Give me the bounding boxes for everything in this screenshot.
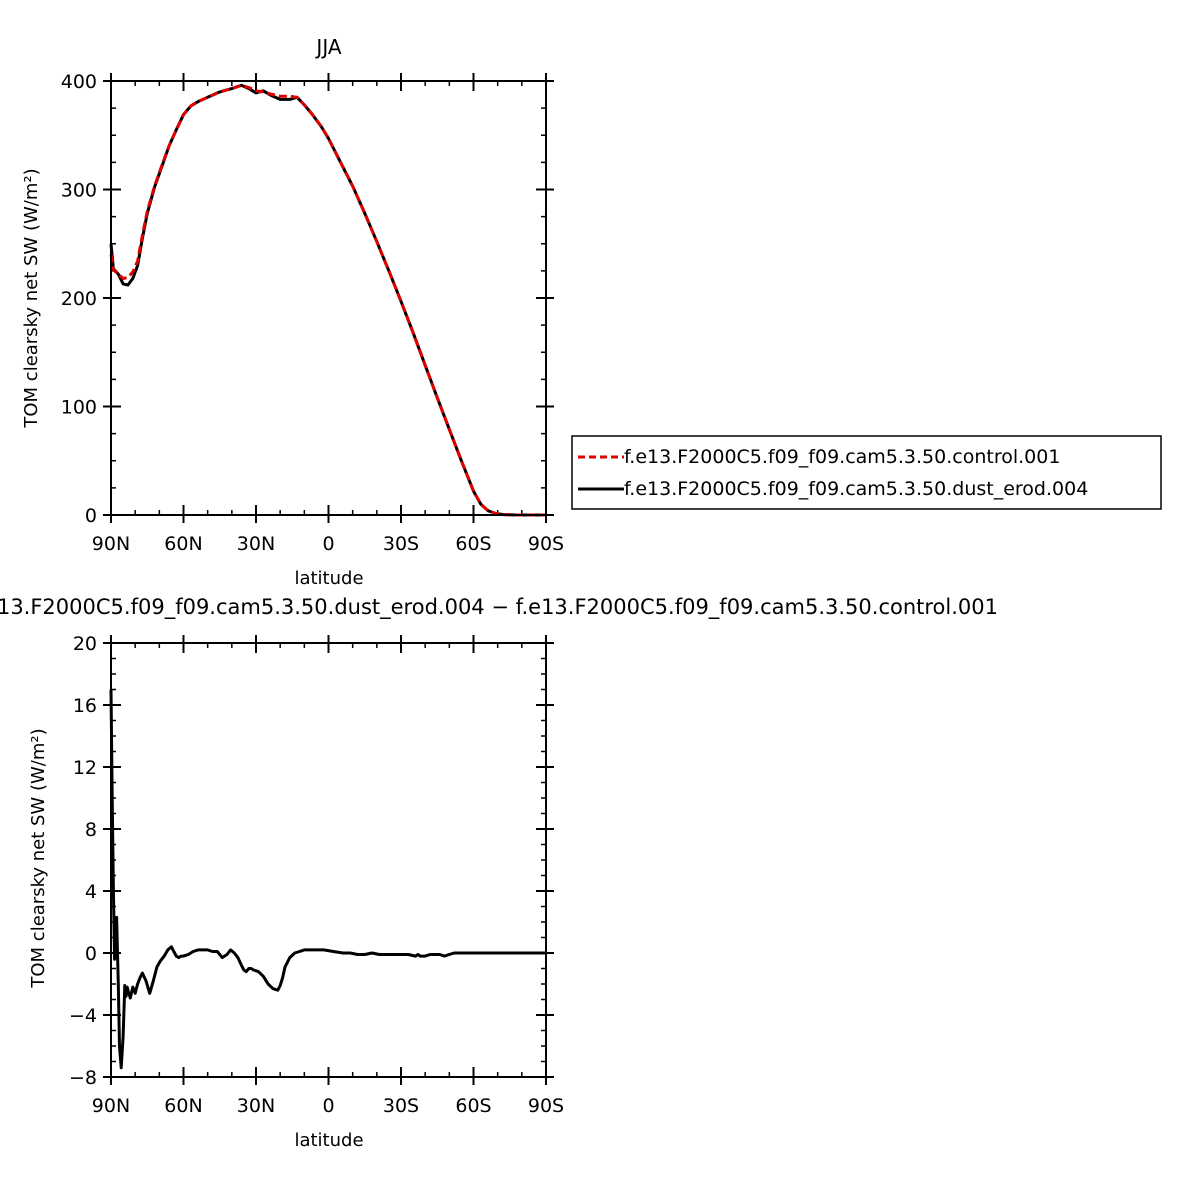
bottom-panel-x-tick-label: 0 — [322, 1095, 334, 1117]
bottom-panel-x-tick-label: 30S — [383, 1095, 419, 1117]
top-panel-title: JJA — [314, 35, 341, 59]
bottom-panel-x-tick-label: 60S — [455, 1095, 491, 1117]
top-panel-y-tick-label: 100 — [61, 397, 97, 419]
bottom-panel-frame — [110, 642, 547, 1078]
bottom-panel-y-tick-label: 12 — [73, 757, 97, 779]
top-panel-x-axis-label: latitude — [294, 568, 363, 589]
top-panel-series-line-1 — [109, 83, 546, 517]
legend: f.e13.F2000C5.f09_f09.cam5.3.50.control.… — [571, 435, 1162, 510]
top-panel-y-tick-label: 300 — [61, 180, 97, 202]
bottom-panel-x-tick-label: 30N — [237, 1095, 275, 1117]
bottom-panel-y-tick-label: 4 — [85, 881, 97, 903]
top-panel-y-axis-label: TOM clearsky net SW (W/m²) — [21, 168, 42, 428]
legend-box — [571, 435, 1162, 510]
top-panel-x-tick-label: 0 — [322, 533, 334, 555]
bottom-panel-y-tick-label: 0 — [85, 943, 97, 965]
bottom-panel-x-tick-label: 90S — [528, 1095, 564, 1117]
top-panel-frame — [110, 80, 547, 516]
top-panel-y-tick-label: 0 — [85, 505, 97, 527]
bottom-panel-y-tick-label: 8 — [85, 819, 97, 841]
bottom-panel-x-axis-label: latitude — [294, 1130, 363, 1151]
top-panel-x-tick-label: 60N — [164, 533, 202, 555]
bottom-panel-x-tick-label: 90N — [92, 1095, 130, 1117]
bottom-panel-y-tick-label: 16 — [73, 695, 97, 717]
top-panel-y-tick-label: 200 — [61, 288, 97, 310]
top-panel: JJA 0 100 200 300 400 90N 60N 30N 0 30S 60S 90S lat… — [21, 35, 564, 589]
bottom-panel-y-tick-label: −8 — [69, 1067, 97, 1089]
top-panel-x-tick-label: 90S — [528, 533, 564, 555]
legend-entry-control: f.e13.F2000C5.f09_f09.cam5.3.50.control.… — [624, 446, 1060, 468]
bottom-panel-x-tick-label: 60N — [164, 1095, 202, 1117]
top-panel-x-tick-label: 30N — [237, 533, 275, 555]
top-panel-x-tick-label: 90N — [92, 533, 130, 555]
bottom-panel-title: f.e13.F2000C5.f09_f09.cam5.3.50.dust_ero… — [0, 595, 998, 620]
bottom-panel-y-tick-label: −4 — [69, 1005, 97, 1027]
bottom-panel-y-axis-label: TOM clearsky net SW (W/m²) — [28, 728, 49, 988]
top-panel-x-tick-label: 30S — [383, 533, 419, 555]
top-panel-x-tick-label: 60S — [455, 533, 491, 555]
bottom-panel-series-line-0 — [109, 689, 546, 1070]
bottom-panel-y-tick-label: 20 — [73, 633, 97, 655]
legend-entry-dust-erod: f.e13.F2000C5.f09_f09.cam5.3.50.dust_ero… — [624, 478, 1088, 500]
bottom-panel: −8 −4 0 4 8 12 16 20 90N 60N 30N 0 30S 60S 90S latitud… — [28, 633, 564, 1151]
top-panel-y-tick-label: 400 — [61, 71, 97, 93]
top-panel-series-line-0 — [109, 83, 546, 517]
